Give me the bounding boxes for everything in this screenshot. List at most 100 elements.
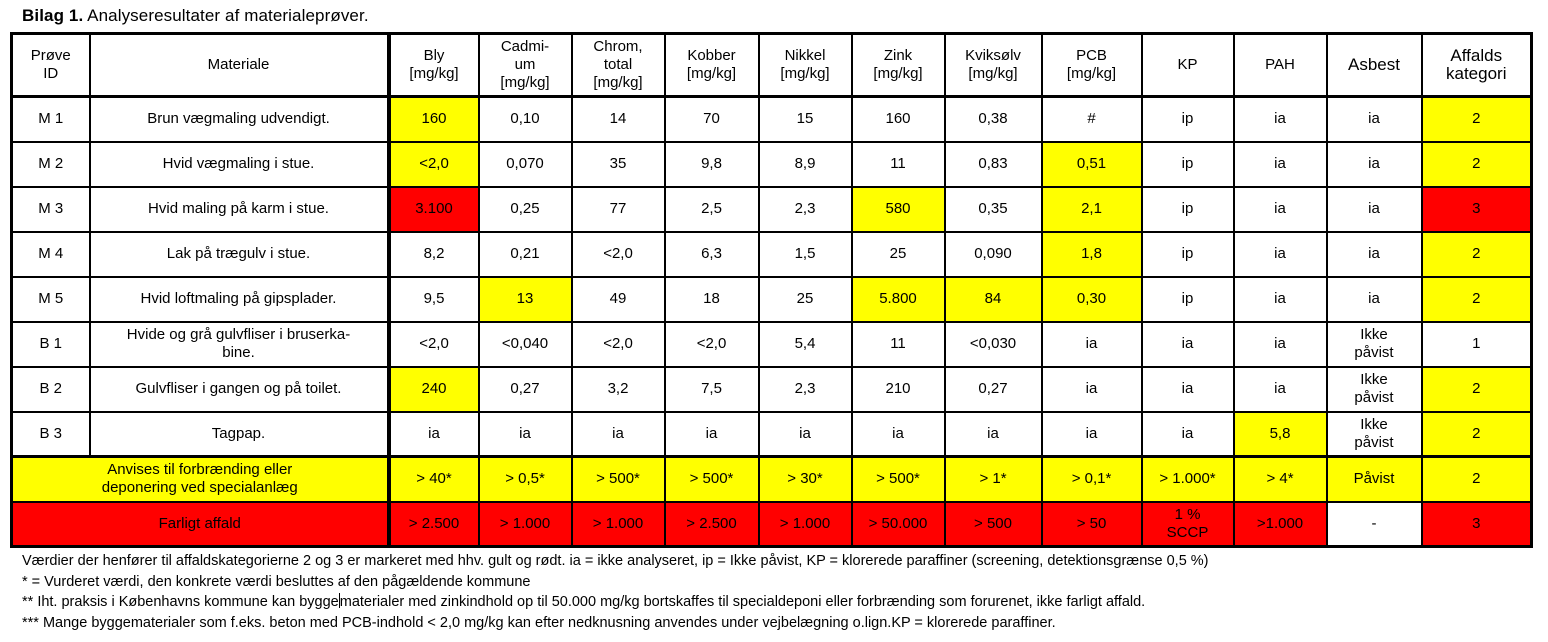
value-cell: 8,9 — [757, 140, 853, 188]
table-row: M 2 Hvid vægmaling i stue. <2,0 0,070 35 9,8 8… — [10, 140, 1533, 188]
table-header-cell: Prøve ID — [10, 32, 91, 98]
table-row: M 1 Brun vægmaling udvendigt. 160 0,10 14 70 1… — [10, 95, 1533, 143]
value-cell: 35 — [570, 140, 666, 188]
footnote-star: * = Vurderet værdi, den konkrete værdi b… — [22, 573, 531, 590]
value-cell: ia — [1325, 95, 1423, 143]
value-cell: 160 — [386, 95, 480, 143]
value-cell: 5,8 — [1232, 410, 1328, 458]
value-cell: ip — [1140, 275, 1235, 323]
table-header-cell: Cadmi- um [mg/kg] — [477, 32, 573, 98]
value-cell: ia — [570, 410, 666, 458]
value-cell: Ikke påvist — [1325, 365, 1423, 413]
material-cell: Hvid loftmaling på gipsplader. — [88, 275, 390, 323]
value-cell: 2 — [1420, 95, 1533, 143]
value-cell: 2 — [1420, 365, 1533, 413]
value-cell: <2,0 — [386, 140, 480, 188]
footnote-double-star: ** Iht. praksis i Københavns kommune kan… — [22, 593, 1146, 610]
value-cell: 0,51 — [1040, 140, 1143, 188]
limit-value-cell: > 2.500 — [386, 500, 480, 548]
value-cell: ip — [1140, 95, 1235, 143]
sample-id-cell: B 2 — [10, 365, 91, 413]
value-cell: 0,83 — [943, 140, 1043, 188]
limit-value-cell: - — [1325, 500, 1423, 548]
limit-value-cell: > 1.000 — [757, 500, 853, 548]
value-cell: ia — [850, 410, 946, 458]
sample-id-cell: B 1 — [10, 320, 91, 368]
table-row: M 3 Hvid maling på karm i stue. 3.100 0,25 7… — [10, 185, 1533, 233]
value-cell: ia — [1232, 320, 1328, 368]
value-cell: 1,5 — [757, 230, 853, 278]
value-cell: 0,21 — [477, 230, 573, 278]
value-cell: 9,5 — [386, 275, 480, 323]
limit-value-cell: > 500 — [943, 500, 1043, 548]
value-cell: 3 — [1420, 185, 1533, 233]
value-cell: ia — [1140, 320, 1235, 368]
limit-row-label: Anvises til forbrænding eller deponering… — [10, 455, 390, 503]
table-row: M 5 Hvid loftmaling på gipsplader. 9,5 13 49… — [10, 275, 1533, 323]
value-cell: 9,8 — [663, 140, 760, 188]
value-cell: 25 — [850, 230, 946, 278]
limit-value-cell: > 4* — [1232, 455, 1328, 503]
value-cell: ia — [1232, 140, 1328, 188]
value-cell: 2 — [1420, 140, 1533, 188]
value-cell: 0,090 — [943, 230, 1043, 278]
analysis-results-table: Prøve ID Materiale Bly [mg/kg] Cadmi- um [m… — [10, 32, 1533, 548]
value-cell: ia — [1040, 320, 1143, 368]
value-cell: ia — [1232, 95, 1328, 143]
value-cell: 8,2 — [386, 230, 480, 278]
title-text: Analyseresultater af materialeprøver. — [83, 6, 369, 25]
table-row: B 1 Hvide og grå gulvfliser i bruserka- b… — [10, 320, 1533, 368]
value-cell: ip — [1140, 230, 1235, 278]
value-cell: 14 — [570, 95, 666, 143]
value-cell: 160 — [850, 95, 946, 143]
material-cell: Hvid vægmaling i stue. — [88, 140, 390, 188]
value-cell: ia — [1040, 410, 1143, 458]
value-cell: 0,27 — [943, 365, 1043, 413]
value-cell: <0,030 — [943, 320, 1043, 368]
value-cell: ia — [1232, 230, 1328, 278]
limit-value-cell: Påvist — [1325, 455, 1423, 503]
limit-value-cell: > 500* — [850, 455, 946, 503]
material-cell: Hvid maling på karm i stue. — [88, 185, 390, 233]
limit-value-cell: > 1.000 — [477, 500, 573, 548]
limit-value-cell: > 50 — [1040, 500, 1143, 548]
table-header: Prøve ID Materiale Bly [mg/kg] Cadmi- um [m… — [10, 32, 1533, 98]
value-cell: 2,3 — [757, 185, 853, 233]
value-cell: <2,0 — [663, 320, 760, 368]
value-cell: <2,0 — [570, 320, 666, 368]
footnotes: Værdier der henfører til affaldskategori… — [22, 551, 1548, 633]
material-cell: Tagpap. — [88, 410, 390, 458]
value-cell: ia — [1325, 185, 1423, 233]
table-header-cell: PAH — [1232, 32, 1328, 98]
table-header-cell: Nikkel [mg/kg] — [757, 32, 853, 98]
limit-value-cell: > 30* — [757, 455, 853, 503]
value-cell: 25 — [757, 275, 853, 323]
value-cell: # — [1040, 95, 1143, 143]
value-cell: 11 — [850, 140, 946, 188]
value-cell: ia — [1232, 275, 1328, 323]
limit-value-cell: > 50.000 — [850, 500, 946, 548]
footnote-legend: Værdier der henfører til affaldskategori… — [22, 553, 1209, 569]
value-cell: 2,1 — [1040, 185, 1143, 233]
value-cell: 1 — [1420, 320, 1533, 368]
table-header-cell: Chrom, total [mg/kg] — [570, 32, 666, 98]
limit-value-cell: > 1.000* — [1140, 455, 1235, 503]
limit-value-cell: > 2.500 — [663, 500, 760, 548]
value-cell: Ikke påvist — [1325, 320, 1423, 368]
value-cell: 2,5 — [663, 185, 760, 233]
table-header-cell: Affalds kategori — [1420, 32, 1533, 98]
value-cell: ia — [1325, 140, 1423, 188]
value-cell: 2 — [1420, 275, 1533, 323]
limit-value-cell: >1.000 — [1232, 500, 1328, 548]
limit-row: Farligt affald > 2.500 > 1.000 > 1.000 > 2.5… — [10, 500, 1533, 548]
value-cell: 77 — [570, 185, 666, 233]
limit-value-cell: > 500* — [663, 455, 760, 503]
value-cell: 580 — [850, 185, 946, 233]
value-cell: 84 — [943, 275, 1043, 323]
title-prefix: Bilag 1. — [22, 6, 84, 25]
value-cell: <2,0 — [570, 230, 666, 278]
limit-value-cell: > 1* — [943, 455, 1043, 503]
material-cell: Hvide og grå gulvfliser i bruserka- bine… — [88, 320, 390, 368]
table-header-cell: Kviksølv [mg/kg] — [943, 32, 1043, 98]
limit-row: Anvises til forbrænding eller deponering… — [10, 455, 1533, 503]
